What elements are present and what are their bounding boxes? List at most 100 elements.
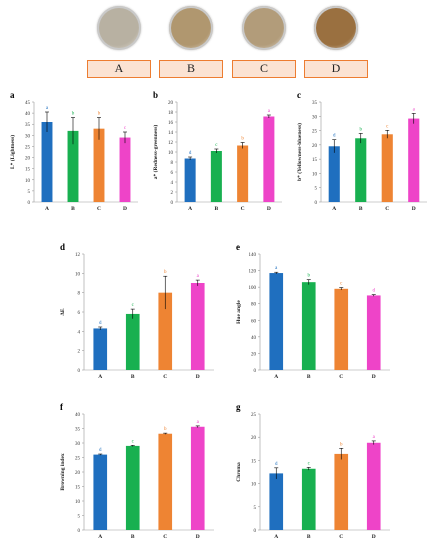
significance-letter: d: [333, 134, 336, 139]
bar-C: [237, 145, 249, 202]
bar-B: [355, 138, 367, 202]
x-tick-label: B: [359, 206, 363, 212]
bar-A: [328, 146, 340, 202]
y-tick-label: 35: [75, 428, 81, 433]
panel-label-c: c: [297, 90, 301, 100]
sample-c-dish: [242, 6, 286, 50]
bar-B: [125, 313, 140, 370]
y-tick-label: 100: [249, 286, 257, 291]
y-axis-label: Hue angle: [236, 300, 242, 324]
y-tick-label: 10: [75, 272, 81, 277]
y-tick-label: 20: [251, 436, 257, 441]
x-tick-label: D: [267, 206, 271, 212]
panel-label-d: d: [60, 242, 65, 252]
y-tick-label: 5: [78, 515, 81, 520]
y-tick-label: 25: [75, 457, 81, 462]
panel-label-b: b: [153, 90, 158, 100]
significance-letter: d: [99, 448, 102, 453]
y-tick-label: 30: [75, 442, 81, 447]
y-tick-label: 4: [78, 330, 81, 335]
sample-d-dish: [314, 6, 358, 50]
x-tick-label: D: [196, 534, 200, 540]
sample-row: A B C D: [0, 0, 431, 82]
significance-letter: a: [373, 435, 376, 440]
y-tick-label: 0: [78, 529, 81, 534]
significance-letter: b: [98, 112, 101, 117]
y-axis-label: a* (Redness-greenness): [152, 125, 159, 180]
sample-c-label: C: [232, 60, 296, 78]
x-tick-label: A: [188, 206, 192, 212]
bar-A: [269, 473, 284, 530]
bar-D: [119, 137, 131, 202]
y-tick-label: 40: [25, 112, 31, 117]
y-tick-label: 40: [75, 413, 81, 418]
x-tick-label: D: [123, 206, 127, 212]
x-tick-label: B: [215, 206, 219, 212]
y-axis-label: L* (Lightness): [9, 135, 16, 169]
sample-c: C: [229, 6, 301, 78]
sample-a: A: [84, 6, 156, 78]
significance-letter: c: [124, 126, 127, 131]
significance-letter: d: [373, 289, 376, 294]
sample-a-label: A: [87, 60, 151, 78]
x-tick-label: A: [332, 206, 336, 212]
y-tick-label: 15: [25, 168, 31, 173]
y-tick-label: 15: [312, 158, 318, 163]
y-tick-label: 0: [254, 369, 257, 374]
chart-c: c 0 5 10 15 20 25 30 35 b* (Yellowness-blueness) d…: [296, 90, 427, 212]
bar-A: [184, 158, 196, 202]
bar-B: [125, 445, 140, 530]
y-tick-label: 35: [312, 101, 318, 106]
y-tick-label: 18: [168, 111, 174, 116]
y-tick-label: 10: [312, 172, 318, 177]
y-tick-label: 8: [171, 161, 174, 166]
bar-D: [366, 442, 381, 530]
bar-C: [381, 134, 393, 202]
y-tick-label: 10: [25, 179, 31, 184]
y-tick-label: 5: [28, 190, 31, 195]
x-tick-label: D: [372, 534, 376, 540]
chart-g: g 0 5 10 15 20 25 Chroma d Ac Bb Ca D: [236, 402, 390, 540]
significance-letter: b: [164, 427, 167, 432]
y-tick-label: 14: [168, 131, 174, 136]
chart-f: f 0 5 10 15 20 25 30 35 40 Browning index d Ac Bb Ca D: [60, 402, 214, 540]
panel-label-a: a: [10, 90, 15, 100]
bar-A: [41, 122, 53, 202]
bar-B: [301, 468, 316, 530]
chart-d: d 0 2 4 6 8 10 12 ΔE d Ac Bb Ca D: [60, 242, 214, 380]
bar-D: [408, 118, 420, 202]
y-tick-label: 0: [28, 201, 31, 206]
y-tick-label: 12: [75, 253, 81, 258]
y-tick-label: 4: [171, 181, 174, 186]
significance-letter: a: [197, 274, 200, 279]
y-tick-label: 40: [251, 336, 257, 341]
x-tick-label: A: [98, 374, 102, 380]
x-tick-label: A: [274, 534, 278, 540]
significance-letter: b: [340, 442, 343, 447]
y-tick-label: 45: [25, 101, 31, 106]
y-tick-label: 0: [254, 529, 257, 534]
x-tick-label: C: [97, 206, 101, 212]
y-axis-label: b* (Yellowness-blueness): [296, 123, 303, 181]
y-tick-label: 140: [249, 253, 257, 258]
y-tick-label: 5: [254, 506, 257, 511]
panel-label-e: e: [236, 242, 240, 252]
y-tick-label: 80: [251, 303, 257, 308]
y-tick-label: 20: [251, 352, 257, 357]
y-tick-label: 20: [312, 144, 318, 149]
x-tick-label: B: [71, 206, 75, 212]
y-tick-label: 2: [171, 191, 174, 196]
y-tick-label: 5: [315, 187, 318, 192]
bar-B: [301, 282, 316, 370]
x-tick-label: C: [163, 534, 167, 540]
sample-a-dish: [97, 6, 141, 50]
y-tick-label: 60: [251, 319, 257, 324]
bar-C: [334, 288, 349, 370]
significance-letter: c: [215, 143, 218, 148]
significance-letter: b: [308, 274, 311, 279]
significance-letter: c: [340, 282, 343, 287]
sample-b-dish: [169, 6, 213, 50]
y-tick-label: 6: [78, 311, 81, 316]
bar-D: [190, 426, 205, 530]
significance-letter: a: [46, 106, 49, 111]
